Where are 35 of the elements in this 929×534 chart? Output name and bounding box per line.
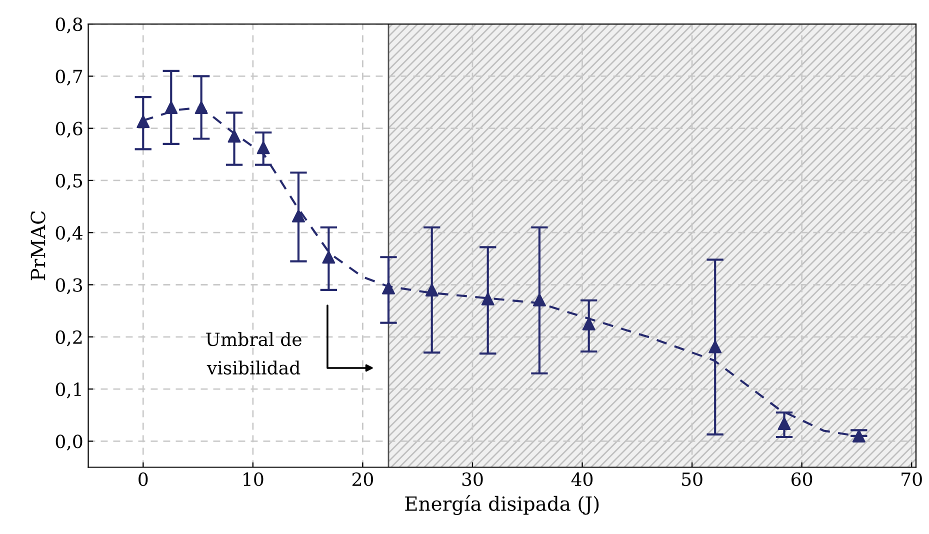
- y-tick-label: 0,5: [56, 174, 82, 190]
- point: [708, 340, 722, 354]
- point: [382, 281, 396, 294]
- point: [481, 292, 494, 306]
- y-tick-label: 0,7: [56, 70, 82, 86]
- point: [256, 141, 270, 154]
- y-tick-label: 0,1: [56, 382, 81, 398]
- y-tick-label: 0,4: [56, 226, 82, 242]
- x-tick-label: 60: [792, 472, 812, 486]
- point: [194, 100, 208, 114]
- x-axis-title: Energía disipada (J): [405, 495, 599, 516]
- x-tick-label: 0: [138, 472, 148, 486]
- point: [164, 100, 178, 114]
- point: [778, 416, 791, 430]
- y-tick-label: 0,2: [56, 330, 82, 346]
- point: [532, 293, 546, 306]
- x-tick-label: 70: [902, 472, 922, 486]
- point: [292, 209, 305, 222]
- x-tick-label: 30: [462, 472, 483, 486]
- x-tick-label: 50: [682, 472, 702, 486]
- x-tick-label: 20: [352, 472, 373, 486]
- y-tick-label: 0,8: [56, 17, 82, 34]
- point: [228, 130, 241, 143]
- point: [425, 283, 438, 296]
- point: [852, 429, 866, 442]
- annotation: Umbral de visibilidad: [206, 332, 302, 375]
- y-tick-label: 0,6: [56, 122, 82, 138]
- y-tick-label: 0,0: [56, 434, 82, 450]
- x-tick-label: 10: [244, 472, 264, 486]
- point: [582, 317, 596, 330]
- point: [322, 250, 336, 264]
- y-axis-title: PrMAC: [30, 211, 46, 280]
- point: [136, 115, 150, 128]
- y-tick-label: 0,3: [56, 278, 82, 294]
- x-tick-label: 40: [571, 472, 593, 486]
